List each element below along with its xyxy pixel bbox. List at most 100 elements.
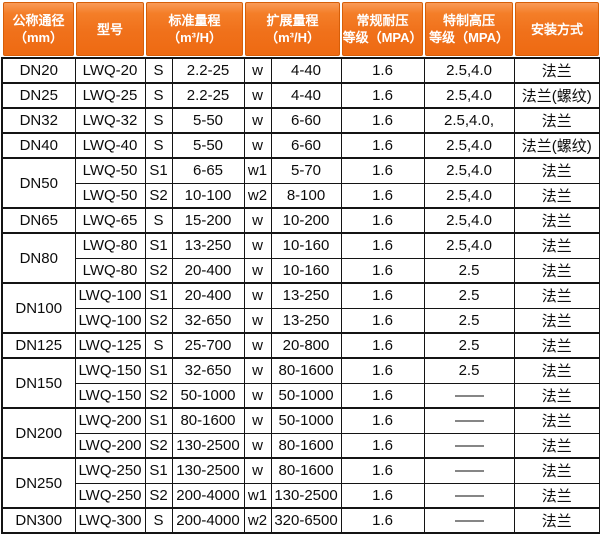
header-standard-range-line2: （m³/H） — [167, 30, 222, 45]
table-row: DN80 LWQ-80 S1 13-250 w 10-160 1.6 2.5,4.0 法兰 — [1, 232, 600, 284]
cell-install: 法兰 — [513, 282, 600, 309]
cell-pressure: 1.6 — [340, 157, 425, 184]
cell-standard-code: S2 — [144, 432, 173, 459]
cell-standard-range: 13-250 — [171, 232, 245, 259]
cell-model: LWQ-25 — [74, 82, 146, 109]
cell-install: 法兰 — [513, 407, 600, 434]
cell-model: LWQ-100 — [74, 307, 146, 334]
cell-extended-range: 50-1000 — [270, 382, 342, 409]
header-extended-range-line2: （m³/H） — [265, 30, 320, 45]
cell-standard-code: S1 — [144, 157, 173, 184]
header-pressure: 常规耐压 等级（MPA） — [341, 1, 425, 58]
table-row: LWQ-100 S2 32-650 w 13-250 1.6 2.5 法兰 — [2, 307, 600, 334]
table-row: DN300 LWQ-300 S 200-4000 w2 320-6500 1.6 —— 法兰 — [1, 507, 600, 534]
cell-diameter: DN125 — [1, 332, 76, 359]
cell-high-pressure: 2.5 — [423, 357, 515, 384]
header-high-pressure-cell: 特制高压 等级（MPA） — [425, 2, 514, 56]
cell-pressure: 1.6 — [340, 257, 425, 284]
table-row: DN65 LWQ-65 S 15-200 w 10-200 1.6 2.5,4.0 法兰 — [1, 207, 600, 234]
cell-extended-range: 5-70 — [270, 157, 342, 184]
cell-model: LWQ-80 — [74, 232, 146, 259]
cell-high-pressure: —— — [423, 457, 515, 484]
table-row: LWQ-80 S2 20-400 w 10-160 1.6 2.5 法兰 — [2, 257, 600, 284]
cell-model: LWQ-100 — [74, 282, 146, 309]
cell-standard-code: S1 — [144, 407, 173, 434]
table-row: LWQ-250 S2 200-4000 w1 130-2500 1.6 —— 法兰 — [2, 482, 600, 509]
cell-extended-code: w — [243, 357, 272, 384]
cell-standard-code: S — [144, 57, 173, 84]
cell-diameter: DN150 — [1, 357, 76, 409]
cell-install: 法兰 — [513, 157, 600, 184]
cell-extended-code: w — [243, 457, 272, 484]
cell-model: LWQ-200 — [74, 432, 146, 459]
cell-pressure: 1.6 — [340, 282, 425, 309]
cell-model: LWQ-250 — [74, 482, 146, 509]
cell-model: LWQ-80 — [74, 257, 146, 284]
cell-diameter: DN32 — [1, 107, 76, 134]
header-pressure-line2: 等级（MPA） — [342, 30, 423, 45]
cell-high-pressure: 2.5 — [423, 307, 515, 334]
header-standard-range: 标准量程 （m³/H） — [145, 1, 245, 58]
cell-pressure: 1.6 — [340, 307, 425, 334]
cell-standard-range: 200-4000 — [171, 507, 245, 534]
table-row: DN100 LWQ-100 S1 20-400 w 13-250 1.6 2.5 法兰 — [1, 282, 600, 334]
cell-model: LWQ-125 — [74, 332, 146, 359]
cell-pressure: 1.6 — [340, 107, 425, 134]
cell-extended-range: 80-1600 — [270, 357, 342, 384]
table-row: LWQ-200 S2 130-2500 w 80-1600 1.6 —— 法兰 — [2, 432, 600, 459]
cell-model: LWQ-300 — [74, 507, 146, 534]
cell-high-pressure: 2.5,4.0 — [423, 132, 515, 159]
cell-pressure: 1.6 — [340, 132, 425, 159]
cell-standard-range: 130-2500 — [171, 457, 245, 484]
cell-standard-code: S2 — [144, 307, 173, 334]
cell-standard-range: 5-50 — [171, 107, 245, 134]
cell-pressure: 1.6 — [340, 57, 425, 84]
cell-standard-range: 200-4000 — [171, 482, 245, 509]
cell-install: 法兰 — [513, 257, 600, 284]
cell-install: 法兰(螺纹) — [513, 132, 600, 159]
spec-table-header: 公称通径 （mm） 型号 标准量程 （m³/H） — [2, 1, 600, 58]
cell-high-pressure: 2.5,4.0 — [423, 182, 515, 209]
cell-extended-range: 80-1600 — [270, 432, 342, 459]
cell-diameter: DN50 — [1, 157, 76, 209]
header-pressure-line1: 常规耐压 — [356, 13, 409, 28]
header-diameter-cell: 公称通径 （mm） — [3, 2, 74, 56]
cell-standard-range: 2.2-25 — [171, 57, 245, 84]
cell-diameter: DN80 — [1, 232, 76, 284]
cell-model: LWQ-65 — [74, 207, 146, 234]
cell-diameter: DN100 — [1, 282, 76, 334]
cell-pressure: 1.6 — [340, 432, 425, 459]
cell-high-pressure: 2.5,4.0, — [423, 107, 515, 134]
cell-diameter: DN20 — [1, 57, 76, 84]
cell-extended-code: w — [243, 432, 272, 459]
header-extended-range-cell: 扩展量程 （m³/H） — [245, 2, 341, 56]
cell-extended-code: w1 — [243, 157, 272, 184]
cell-model: LWQ-50 — [74, 157, 146, 184]
cell-install: 法兰 — [513, 182, 600, 209]
cell-extended-code: w1 — [243, 482, 272, 509]
cell-standard-code: S — [144, 207, 173, 234]
cell-extended-code: w2 — [243, 182, 272, 209]
spec-table-body: DN20 LWQ-20 S 2.2-25 w 4-40 1.6 2.5,4.0 法兰 DN25 LW… — [1, 57, 600, 534]
cell-extended-range: 4-40 — [270, 82, 342, 109]
cell-extended-code: w — [243, 207, 272, 234]
cell-model: LWQ-200 — [74, 407, 146, 434]
table-row: DN20 LWQ-20 S 2.2-25 w 4-40 1.6 2.5,4.0 法兰 — [1, 57, 600, 84]
header-diameter-line2: （mm） — [13, 30, 64, 45]
cell-install: 法兰 — [513, 382, 600, 409]
cell-standard-range: 32-650 — [171, 357, 245, 384]
cell-install: 法兰 — [513, 432, 600, 459]
cell-standard-range: 80-1600 — [171, 407, 245, 434]
header-high-pressure: 特制高压 等级（MPA） — [424, 1, 515, 58]
cell-standard-range: 20-400 — [171, 282, 245, 309]
table-row: DN25 LWQ-25 S 2.2-25 w 4-40 1.6 2.5,4.0 法兰(螺纹) — [1, 82, 600, 109]
cell-high-pressure: —— — [423, 382, 515, 409]
cell-extended-code: w — [243, 82, 272, 109]
cell-standard-range: 6-65 — [171, 157, 245, 184]
cell-standard-range: 20-400 — [171, 257, 245, 284]
cell-standard-range: 32-650 — [171, 307, 245, 334]
cell-high-pressure: 2.5,4.0 — [423, 207, 515, 234]
cell-standard-range: 50-1000 — [171, 382, 245, 409]
cell-model: LWQ-250 — [74, 457, 146, 484]
